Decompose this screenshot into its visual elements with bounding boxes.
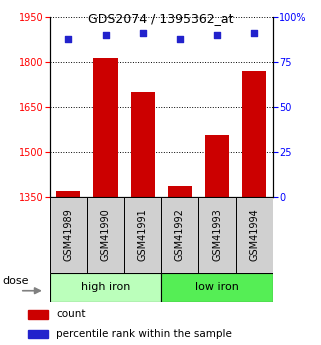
Bar: [124, 197, 161, 273]
Bar: [161, 197, 198, 273]
Text: GSM41993: GSM41993: [212, 208, 222, 261]
Point: [214, 32, 220, 38]
Bar: [168, 186, 192, 197]
Bar: [28, 330, 48, 338]
Text: percentile rank within the sample: percentile rank within the sample: [56, 329, 232, 339]
Point: [140, 31, 145, 36]
Bar: [93, 58, 117, 197]
Bar: [87, 197, 124, 273]
Bar: [50, 197, 87, 273]
Bar: [56, 191, 81, 197]
Point: [66, 36, 71, 41]
Text: low iron: low iron: [195, 282, 239, 292]
Bar: [198, 197, 236, 273]
Text: GSM41989: GSM41989: [63, 208, 73, 261]
Point: [177, 36, 182, 41]
Bar: [28, 310, 48, 318]
Bar: [161, 273, 273, 302]
Bar: [205, 135, 229, 197]
Bar: [50, 273, 161, 302]
Text: GSM41992: GSM41992: [175, 208, 185, 261]
Text: high iron: high iron: [81, 282, 130, 292]
Text: GSM41994: GSM41994: [249, 208, 259, 261]
Bar: [131, 92, 155, 197]
Text: count: count: [56, 309, 86, 319]
Text: GSM41990: GSM41990: [100, 208, 110, 261]
Bar: [236, 197, 273, 273]
Point: [103, 32, 108, 38]
Point: [252, 31, 257, 36]
Bar: [242, 71, 266, 197]
Text: GSM41991: GSM41991: [138, 208, 148, 261]
Text: dose: dose: [3, 276, 29, 286]
Text: GDS2074 / 1395362_at: GDS2074 / 1395362_at: [88, 12, 233, 25]
